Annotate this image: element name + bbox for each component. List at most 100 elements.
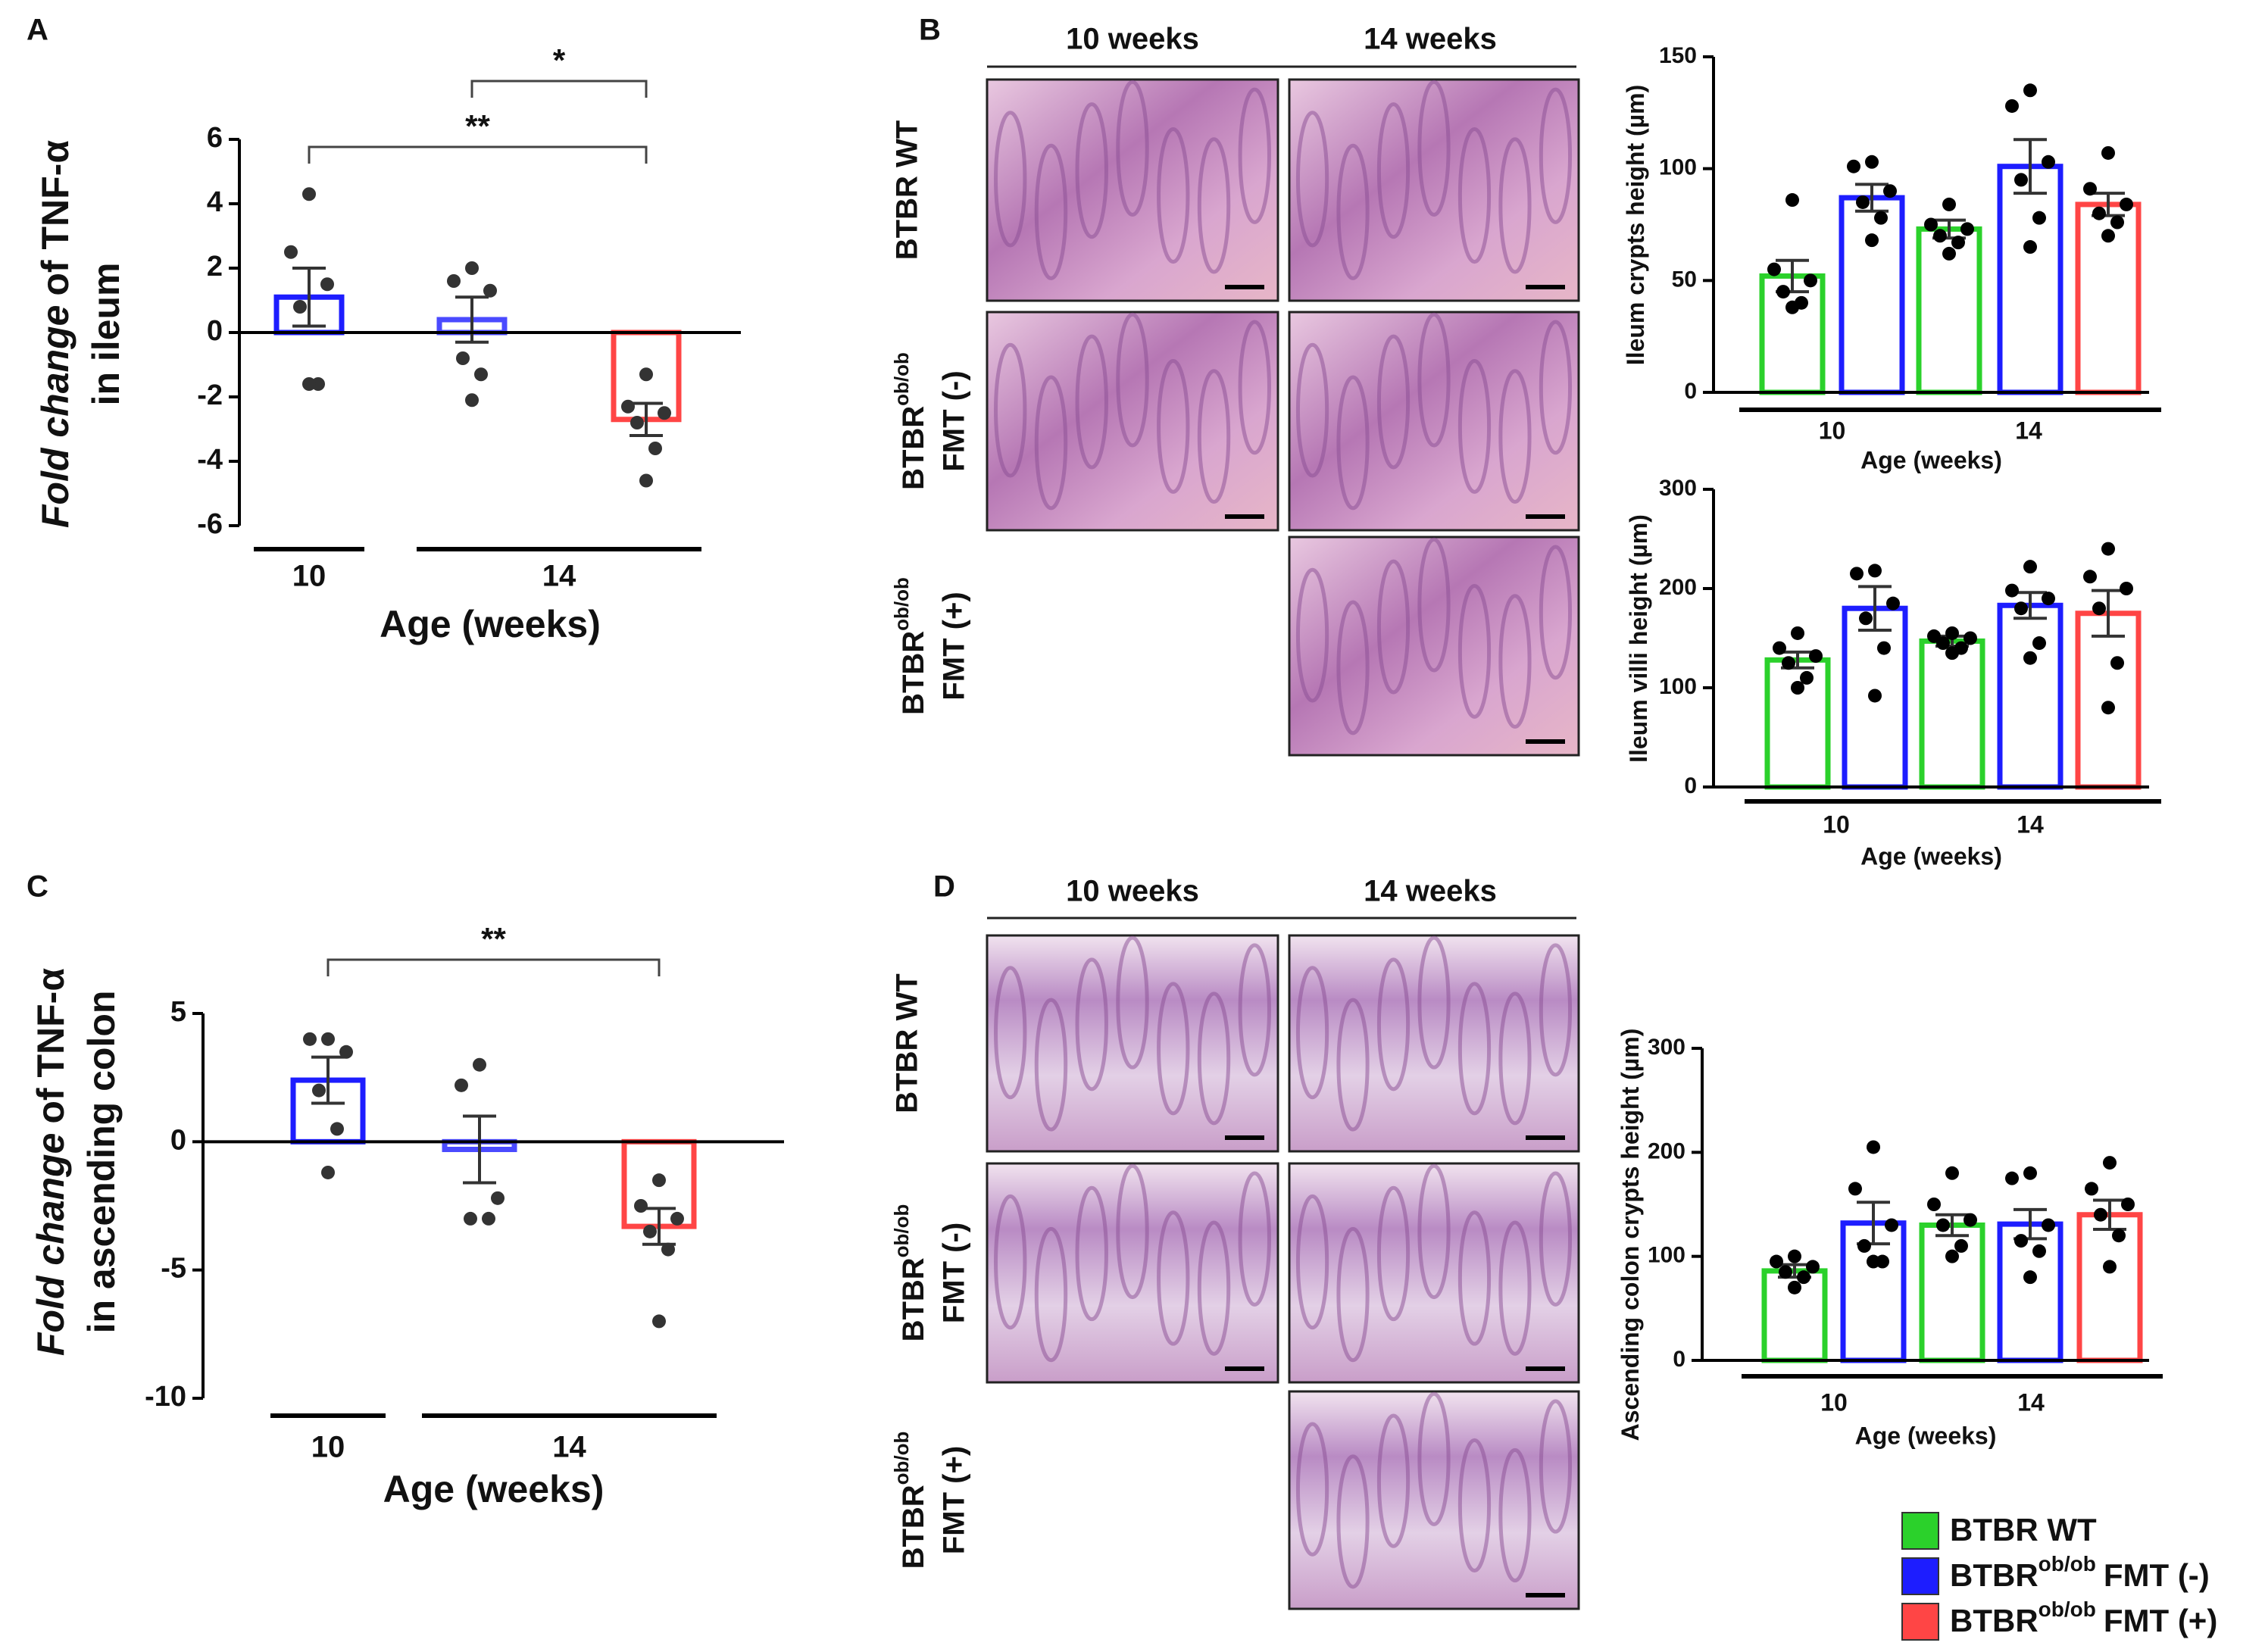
- bar: [2075, 611, 2142, 790]
- legend-sup: ob/ob: [2039, 1597, 2096, 1621]
- y-tick-label: 6: [207, 122, 223, 154]
- data-point: [1856, 195, 1870, 209]
- y-tick-label: 150: [1659, 43, 1697, 68]
- tissue-texture: [1539, 87, 1573, 224]
- y-tick-label: 2: [207, 251, 223, 283]
- tissue-texture: [1417, 537, 1451, 673]
- legend-swatch: [1901, 1557, 1939, 1595]
- data-point: [1942, 197, 1956, 211]
- column-header: 14 weeks: [1364, 875, 1497, 908]
- data-point: [1886, 596, 1900, 611]
- data-point: [1779, 1265, 1792, 1279]
- data-point: [2005, 1171, 2019, 1185]
- tissue-texture: [1197, 992, 1231, 1126]
- tissue-texture: [1498, 1447, 1532, 1583]
- data-point: [321, 1032, 335, 1046]
- tissue-texture: [1336, 375, 1370, 511]
- data-point: [1942, 246, 1956, 261]
- data-point: [1776, 285, 1790, 299]
- data-point: [652, 1173, 666, 1188]
- micrograph: [1288, 934, 1580, 1153]
- data-point: [2092, 601, 2106, 616]
- data-point: [293, 300, 307, 314]
- data-point: [2032, 636, 2046, 651]
- data-point: [661, 1242, 675, 1257]
- row-label-line2: FMT (-): [938, 370, 971, 471]
- tissue-texture: [1376, 559, 1411, 695]
- data-point: [447, 274, 461, 288]
- data-point: [2005, 98, 2019, 113]
- data-point: [464, 1211, 477, 1226]
- significance-label: **: [481, 921, 506, 957]
- y-tick-label: 0: [1673, 1347, 1685, 1372]
- group-label: 10: [1823, 810, 1850, 838]
- tissue-texture: [1539, 320, 1573, 455]
- micrograph: [1288, 78, 1580, 302]
- data-point: [1800, 670, 1814, 685]
- data-point: [1927, 1198, 1941, 1211]
- data-point: [2085, 1182, 2098, 1196]
- group-label: 14: [2017, 1388, 2045, 1416]
- group-label: 10: [1820, 1388, 1848, 1416]
- data-point: [473, 1057, 486, 1072]
- data-point: [483, 283, 497, 298]
- tissue-texture: [1457, 1438, 1492, 1573]
- data-point: [1848, 1182, 1862, 1196]
- data-point: [1857, 1238, 1871, 1253]
- row-label-name: BTBR: [897, 406, 930, 490]
- tissue-texture: [1295, 567, 1329, 703]
- group-label: 10: [311, 1431, 345, 1464]
- micrograph: [986, 1162, 1279, 1384]
- y-axis-label-italic: Fold change: [34, 305, 77, 528]
- data-point: [1785, 300, 1799, 314]
- row-label-sup: ob/ob: [890, 577, 913, 631]
- data-point: [634, 1199, 648, 1213]
- group-label: 14: [542, 560, 576, 593]
- y-axis-label-line2: in ileum: [85, 263, 127, 406]
- data-point: [1960, 222, 1974, 236]
- data-point: [1945, 1249, 1959, 1263]
- tissue-texture: [1417, 935, 1451, 1070]
- micrograph: [986, 934, 1279, 1153]
- significance-bracket: [326, 958, 661, 976]
- data-point: [643, 1224, 657, 1238]
- row-label-name: BTBR: [897, 1257, 930, 1341]
- y-tick-label: -2: [197, 379, 223, 411]
- data-point: [330, 1122, 344, 1136]
- y-axis-label-text: of TNF-α: [34, 140, 77, 296]
- data-point: [630, 416, 644, 429]
- y-axis-label-line2: in ascending colon: [80, 991, 123, 1334]
- y-axis-label: Fold change of TNF-α: [34, 140, 77, 528]
- tissue-texture: [1157, 1210, 1190, 1346]
- tissue-texture: [1034, 375, 1068, 511]
- x-axis-label: Age (weeks): [380, 603, 601, 645]
- data-point: [1936, 636, 1950, 651]
- row-label: BTBRob/ob: [890, 1204, 930, 1342]
- y-axis-label-italic: Fold change: [30, 1133, 72, 1356]
- panel-label: C: [27, 870, 48, 904]
- group-label: 10: [292, 560, 326, 593]
- y-axis-label-text: Ileum crypts height (µm): [1622, 85, 1649, 365]
- data-point: [2112, 1229, 2126, 1243]
- data-point: [1945, 1166, 1959, 1180]
- data-point: [1865, 233, 1879, 248]
- tissue-texture: [1075, 102, 1108, 239]
- data-point: [1964, 631, 1977, 645]
- group-label: 14: [552, 1431, 586, 1464]
- tissue-texture: [1498, 137, 1532, 274]
- data-point: [2023, 83, 2037, 98]
- data-point: [1945, 646, 1959, 660]
- data-point: [2094, 1207, 2107, 1222]
- y-tick-label: 300: [1659, 476, 1697, 501]
- data-point: [1924, 217, 1938, 232]
- y-tick-label: 200: [1648, 1138, 1685, 1163]
- data-point: [670, 1211, 684, 1226]
- tissue-texture: [1539, 1171, 1573, 1307]
- data-point: [1788, 1280, 1801, 1294]
- data-point: [1883, 184, 1897, 198]
- data-point: [2092, 206, 2106, 220]
- data-point: [2023, 560, 2037, 574]
- legend-label: BTBR WT: [1950, 1512, 2097, 1547]
- data-point: [465, 261, 479, 275]
- tissue-texture: [994, 111, 1027, 248]
